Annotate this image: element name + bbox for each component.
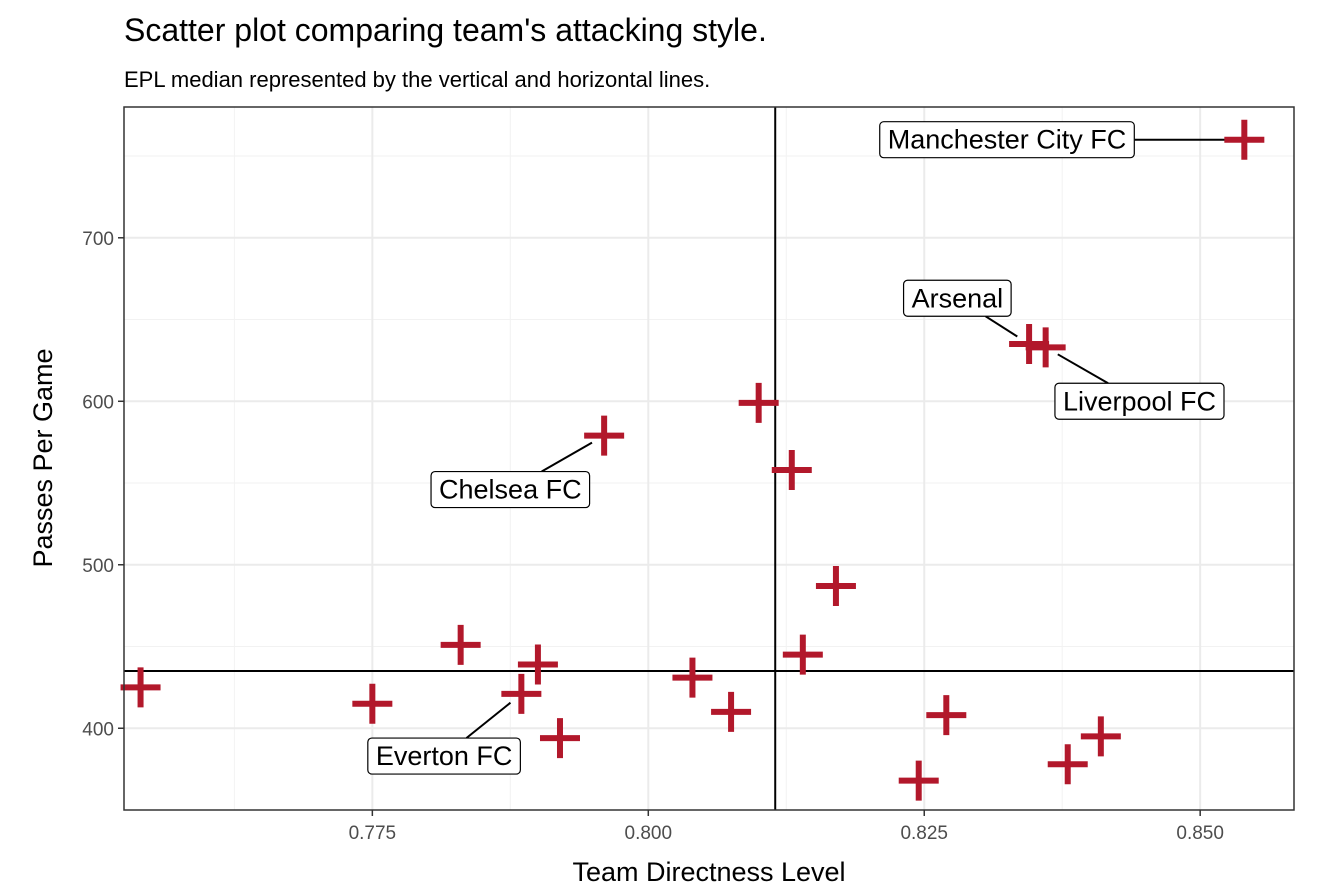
annotation-connector [465,701,512,739]
x-tick-label: 0.850 [1176,823,1224,844]
y-axis-title: Passes Per Game [28,348,58,567]
y-tick-label: 600 [82,392,114,413]
plot-border [123,106,1295,811]
data-point [120,667,161,708]
data-point [898,760,939,801]
chart-subtitle: EPL median represented by the vertical a… [124,67,710,92]
point-label-text: Manchester City FC [888,125,1127,155]
chart-title: Scatter plot comparing team's attacking … [124,12,767,48]
point-label-text: Chelsea FC [439,475,582,505]
point-label: Liverpool FC [1054,382,1225,420]
point-label-box [902,279,1012,317]
point-label-box [1054,382,1225,420]
data-point [672,657,713,698]
x-tick-label: 0.775 [349,823,397,844]
data-point [539,718,580,759]
data-point [926,695,967,736]
x-axis-title: Team Directness Level [572,857,845,887]
data-point [440,624,481,665]
annotation-connectors [465,138,1231,739]
data-point [738,382,779,423]
point-label-text: Liverpool FC [1063,386,1216,416]
data-point [782,634,823,675]
x-tick-label: 0.800 [625,823,673,844]
point-label-box [430,470,591,509]
data-point [1080,716,1121,757]
data-point [771,449,812,490]
y-tick-label: 500 [82,556,114,577]
median-lines [124,107,1294,810]
data-point [711,691,752,732]
point-label-text: Everton FC [376,741,513,771]
plot-background [124,107,1294,810]
annotation-connector [541,441,593,473]
data-point [584,415,625,456]
point-label-text: Arsenal [912,283,1004,313]
annotation-connector [985,315,1018,338]
data-points [120,119,1265,801]
point-label: Everton FC [367,737,521,775]
data-point [1009,324,1050,365]
x-axis: 0.775 0.800 0.825 0.850 [349,810,1224,844]
y-tick-label: 400 [82,719,114,740]
point-labels: Manchester City FC Arsenal Liverpool FC Che… [367,121,1225,775]
y-tick-label: 700 [82,229,114,250]
x-tick-label: 0.825 [900,823,948,844]
point-label: Manchester City FC [879,121,1135,159]
point-label: Chelsea FC [430,470,591,509]
annotation-connector [1057,353,1109,385]
data-point [352,683,393,724]
data-point [517,644,558,685]
data-point [1047,744,1088,785]
point-label-box [367,737,521,775]
data-point [501,673,542,714]
y-axis: 400 500 600 700 [82,229,124,740]
data-point [815,566,856,607]
data-point [1025,327,1066,368]
data-point [1224,119,1265,160]
point-label: Arsenal [902,279,1012,317]
point-label-box [879,121,1135,159]
